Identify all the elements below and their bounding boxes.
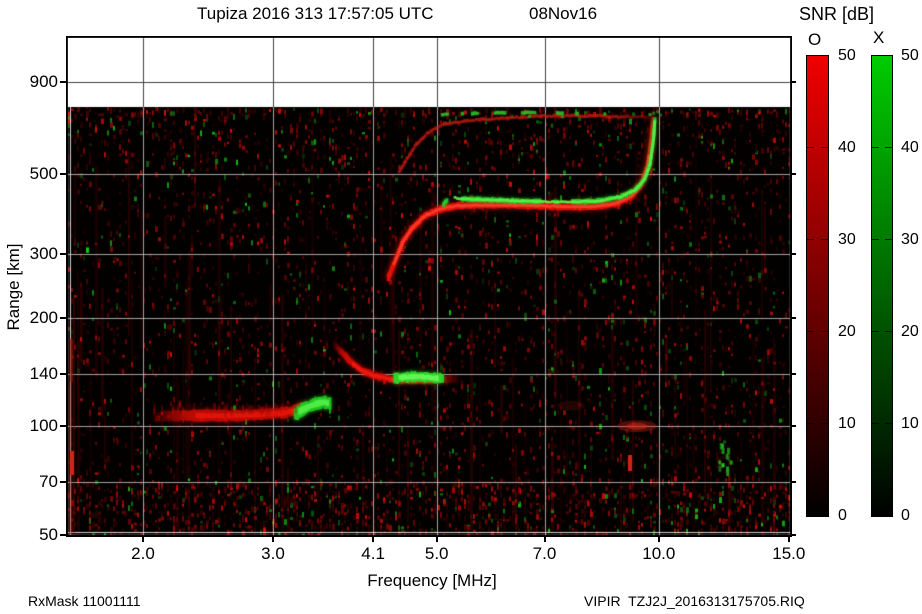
- x-axis-tick-label: 2.0: [131, 544, 155, 563]
- colorbar-tick-dash: [821, 239, 828, 240]
- y-axis-right-tick-mark: [790, 425, 796, 428]
- colorbar-tick-dash: [821, 331, 828, 332]
- colorbar-tick-dash: [885, 147, 892, 148]
- y-axis-tick-label: 900: [29, 71, 58, 91]
- colorbar-tick-dash: [807, 423, 814, 424]
- colorbar-tick-dash: [885, 239, 892, 240]
- y-axis-tick-label: 140: [29, 363, 58, 383]
- o-colorbar-tick-label: 30: [838, 231, 856, 248]
- y-axis-right-tick-mark: [790, 372, 796, 375]
- o-mode-colorbar: [806, 55, 829, 517]
- data-file-text: VIPIR TZJ2J_2016313175705.RIQ: [584, 593, 805, 609]
- x-mode-colorbar: [871, 55, 893, 517]
- y-axis-tick-label: 100: [29, 416, 58, 436]
- x-axis-tick-label: 4.1: [361, 544, 385, 563]
- y-axis-right-tick-mark: [790, 481, 796, 484]
- x-axis-tick-label: 3.0: [261, 544, 285, 563]
- colorbar-tick-dash: [872, 147, 879, 148]
- colorbar-tick-dash: [872, 239, 879, 240]
- x-axis-tick-label: 5.0: [424, 544, 449, 563]
- o-colorbar-tick-label: 20: [838, 323, 856, 340]
- y-axis-tick-mark: [60, 372, 66, 375]
- colorbar-tick-dash: [807, 147, 814, 148]
- colorbar-tick-dash: [807, 239, 814, 240]
- x-colorbar-tick-label: 40: [901, 139, 919, 156]
- x-axis-tick-label: 15.0: [772, 544, 806, 563]
- colorbar-tick-dash: [872, 423, 879, 424]
- x-axis-tick-mark: [657, 537, 660, 542]
- x-colorbar-tick-label: 30: [901, 231, 919, 248]
- y-axis-tick-mark: [60, 425, 66, 428]
- x-colorbar-tick-label: 0: [901, 507, 910, 524]
- x-axis-tick-mark: [787, 537, 790, 542]
- y-axis-right-tick-mark: [790, 173, 796, 175]
- y-axis-tick-label: 500: [29, 164, 58, 183]
- x-axis-tick-mark: [372, 537, 375, 542]
- o-colorbar-tick-label: 40: [838, 139, 856, 156]
- x-axis-tick-mark: [543, 537, 546, 542]
- y-axis-tick-label: 50: [39, 525, 58, 544]
- o-colorbar-tick-label: 50: [838, 47, 856, 64]
- y-axis-tick-mark: [60, 481, 66, 484]
- colorbar-tick-dash: [807, 331, 814, 332]
- y-axis-tick-mark: [60, 253, 66, 256]
- y-axis-right-tick-mark: [790, 80, 796, 83]
- y-axis-tick-label: 70: [39, 472, 58, 492]
- y-axis-right-tick-mark: [790, 253, 796, 256]
- y-axis-tick-mark: [60, 316, 66, 319]
- x-axis-tick-mark: [142, 537, 144, 542]
- x-colorbar-tick-label: 50: [901, 47, 919, 64]
- y-axis-right-tick-mark: [790, 534, 796, 536]
- colorbar-tick-dash: [885, 423, 892, 424]
- x-colorbar-tick-label: 10: [901, 415, 919, 432]
- y-axis-tick-mark: [60, 173, 66, 175]
- x-colorbar-tick-label: 20: [901, 323, 919, 340]
- x-axis-tick-mark: [272, 537, 274, 542]
- y-axis-tick-label: 300: [29, 244, 58, 264]
- colorbar-tick-dash: [885, 331, 892, 332]
- y-axis-tick-label: 200: [29, 307, 58, 327]
- y-axis-right-tick-mark: [790, 316, 796, 319]
- y-axis-tick-mark: [60, 80, 66, 83]
- colorbar-tick-dash: [821, 423, 828, 424]
- y-axis-tick-mark: [60, 534, 66, 536]
- x-axis-tick-mark: [435, 537, 438, 542]
- rxmask-text: RxMask 11001111: [28, 593, 141, 609]
- o-colorbar-tick-label: 0: [838, 507, 847, 524]
- x-axis-tick-label: 7.0: [532, 544, 557, 563]
- o-colorbar-tick-label: 10: [838, 415, 856, 432]
- o-mode-label: O: [808, 30, 822, 49]
- colorbar-tick-dash: [872, 331, 879, 332]
- x-mode-label: X: [873, 28, 885, 47]
- x-axis-label: Frequency [MHz]: [367, 571, 497, 590]
- x-axis-tick-label: 10.0: [642, 544, 676, 563]
- colorbar-tick-dash: [821, 147, 828, 148]
